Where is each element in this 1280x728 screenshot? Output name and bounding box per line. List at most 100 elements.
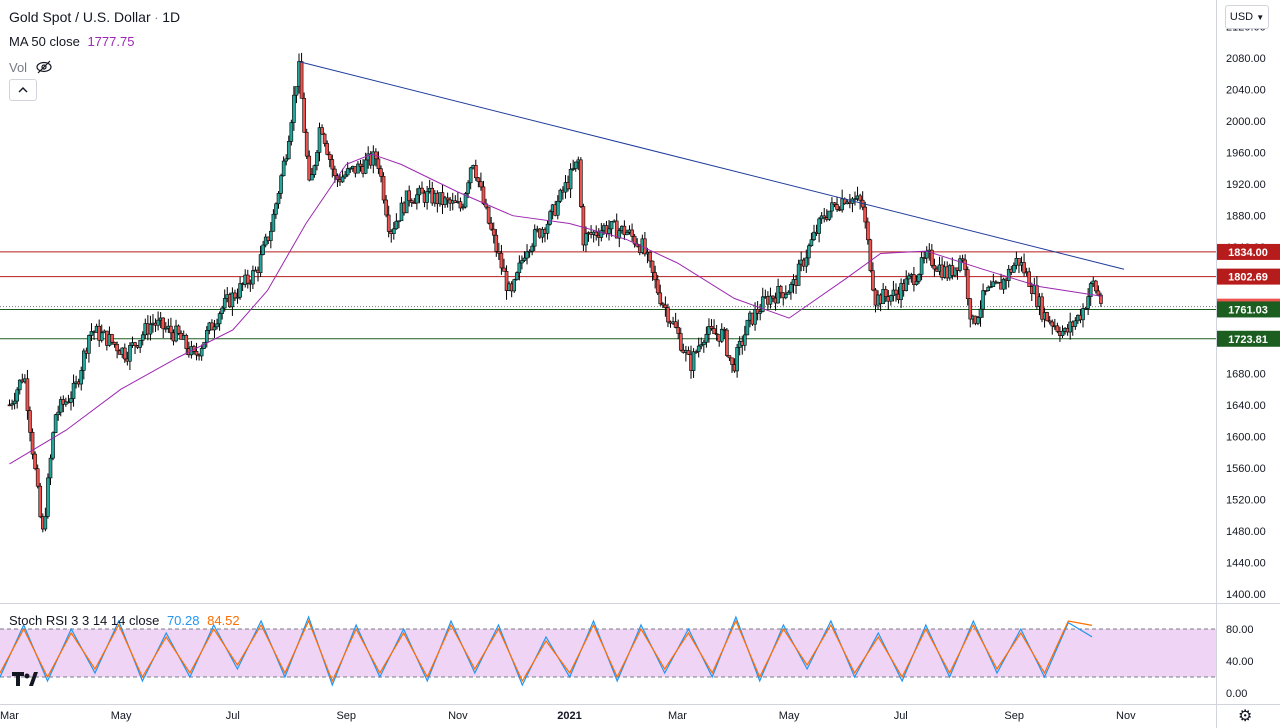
symbol-legend: Gold Spot / U.S. Dollar · 1D	[9, 9, 180, 25]
candle-body	[299, 61, 304, 99]
candle-body	[663, 304, 668, 308]
candle-body	[653, 272, 657, 281]
candle-body	[655, 279, 660, 294]
candle-body	[269, 230, 273, 241]
tradingview-logo-icon[interactable]	[10, 668, 40, 692]
candle-body	[327, 154, 332, 160]
candle-body	[394, 220, 399, 230]
candle-body	[128, 345, 132, 362]
candle-body	[340, 176, 345, 183]
candle-body	[35, 468, 40, 487]
stoch-label[interactable]: Stoch RSI 3 3 14 14 close	[9, 613, 160, 628]
stoch-tick-label: 40.00	[1226, 656, 1254, 668]
candle-body	[530, 245, 534, 252]
price-level-label: 1761.03	[1228, 304, 1268, 316]
candle-body	[358, 163, 363, 167]
currency-button[interactable]: USD ▼	[1225, 5, 1269, 29]
candle-body	[722, 328, 727, 331]
candle-body	[325, 143, 329, 155]
candle-body	[622, 225, 627, 236]
price-tick-label: 2000.00	[1226, 116, 1266, 128]
stoch-d-value: 84.52	[207, 613, 240, 628]
candle-body	[194, 351, 199, 356]
candle-body	[217, 313, 222, 325]
candle-body	[345, 168, 350, 176]
candle-body	[555, 200, 560, 216]
gear-icon[interactable]: ⚙	[1238, 708, 1253, 725]
candle-body	[853, 198, 857, 201]
candle-body	[1088, 283, 1093, 297]
candle-body	[10, 403, 14, 406]
candle-body	[858, 195, 862, 201]
candle-body	[28, 410, 32, 433]
candle-body	[960, 258, 965, 261]
candle-body	[650, 260, 655, 273]
price-tick-label: 1920.00	[1226, 179, 1266, 191]
candle-body	[840, 198, 844, 211]
candle-body	[294, 86, 299, 96]
price-tick-label: 2040.00	[1226, 85, 1266, 97]
candle-body	[302, 98, 306, 133]
candle-body	[71, 382, 76, 399]
candle-body	[330, 159, 335, 170]
candle-body	[527, 250, 532, 253]
candle-body	[594, 231, 599, 236]
candle-body	[532, 229, 537, 247]
candle-body	[30, 432, 35, 455]
candle-body	[778, 286, 783, 294]
vol-label[interactable]: Vol	[9, 60, 28, 75]
candle-body	[51, 432, 55, 459]
candle-body	[235, 296, 240, 299]
time-tick-label: Jul	[226, 710, 240, 722]
collapse-legend-button[interactable]	[9, 79, 37, 101]
candle-body	[760, 296, 765, 312]
candle-body	[953, 267, 957, 276]
candle-body	[525, 251, 529, 259]
candle-body	[289, 122, 294, 142]
candle-body	[425, 191, 429, 203]
candle-body	[558, 189, 563, 202]
candle-body	[463, 193, 468, 208]
stoch-band-fill	[0, 629, 1216, 677]
price-level-badge	[1217, 243, 1280, 260]
candle-body	[1040, 296, 1044, 320]
candle-body	[906, 275, 911, 280]
time-tick-label: May	[111, 710, 132, 722]
price-tick-label: 1400.00	[1226, 589, 1266, 601]
candle-body	[648, 252, 652, 262]
eye-hidden-icon[interactable]	[35, 60, 53, 74]
candle-body	[479, 181, 483, 188]
candle-body	[381, 176, 386, 201]
stoch-tick-label: 0.00	[1226, 688, 1247, 700]
ma-label[interactable]: MA 50 close	[9, 34, 80, 49]
candle-body	[89, 331, 94, 336]
candle-body	[768, 295, 773, 305]
candle-body	[776, 286, 780, 304]
price-level-badge	[1217, 330, 1280, 347]
candle-body	[58, 399, 63, 413]
candle-body	[210, 322, 214, 331]
candle-body	[233, 292, 237, 299]
candle-body	[978, 308, 983, 318]
candle-body	[56, 411, 60, 415]
candle-body	[163, 327, 168, 330]
candle-body	[284, 158, 289, 162]
candle-body	[322, 133, 327, 144]
price-tick-label: 1880.00	[1226, 211, 1266, 223]
candle-body	[517, 262, 522, 274]
candle-body	[87, 335, 91, 354]
candle-body	[988, 286, 993, 288]
candle-body	[512, 279, 517, 292]
candle-body	[807, 245, 811, 259]
symbol-title[interactable]: Gold Spot / U.S. Dollar	[9, 9, 151, 25]
candle-body	[222, 298, 227, 309]
candle-body	[69, 398, 73, 403]
candle-body	[445, 197, 450, 201]
candle-body	[112, 341, 117, 345]
candle-body	[1022, 262, 1026, 274]
candle-body	[983, 290, 988, 292]
timeframe-label[interactable]: 1D	[162, 9, 181, 25]
candle-body	[415, 194, 419, 204]
candle-body	[871, 270, 875, 291]
